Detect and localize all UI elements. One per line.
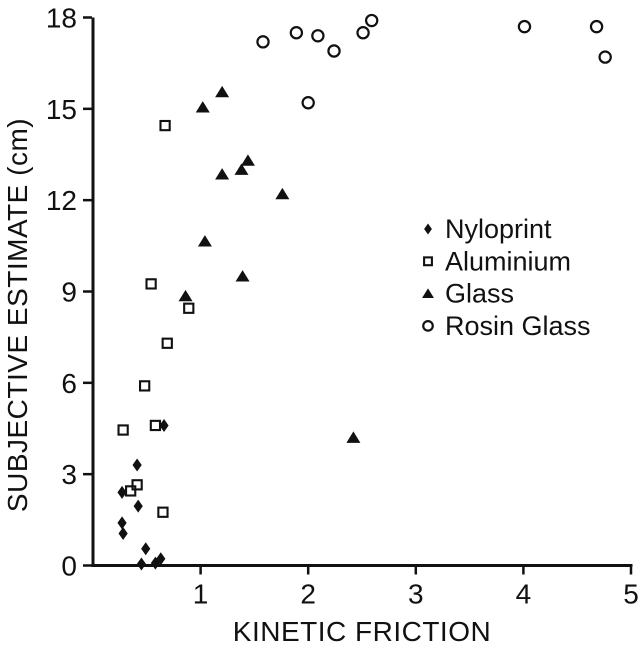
y-tick-label: 6: [61, 368, 77, 399]
data-point-nyloprint: [118, 527, 128, 541]
data-point-glass: [235, 270, 250, 282]
data-point-aluminium: [145, 278, 157, 290]
axes-frame: [91, 17, 633, 567]
data-point-nyloprint: [117, 485, 127, 499]
data-point-nyloprint: [117, 516, 127, 530]
data-point-rosin-glass: [289, 26, 304, 40]
data-point-rosin-glass: [301, 96, 315, 110]
data-point-glass: [215, 168, 230, 180]
data-point-nyloprint: [133, 499, 143, 513]
data-point-glass: [178, 289, 193, 302]
data-point-nyloprint: [141, 542, 151, 556]
legend-item-nyloprint: Nyloprint: [424, 214, 552, 244]
legend-item-rosin-glass: Rosin Glass: [422, 311, 591, 341]
data-point-glass: [215, 85, 230, 98]
data-point-aluminium: [125, 485, 137, 497]
legend-label: Glass: [445, 279, 514, 309]
legend-label: Aluminium: [445, 246, 571, 276]
data-point-aluminium: [131, 479, 143, 491]
square-icon: [423, 256, 433, 267]
y-tick-label: 0: [61, 551, 77, 582]
circle-icon: [422, 320, 434, 332]
triangle-icon: [422, 288, 434, 299]
x-tick-label: 3: [408, 579, 424, 610]
data-point-rosin-glass: [256, 35, 270, 49]
series-rosin-glass: [256, 13, 612, 110]
data-point-glass: [240, 154, 255, 166]
y-axis-title: SUBJECTIVE ESTIMATE (cm): [2, 118, 33, 512]
data-point-aluminium: [159, 119, 171, 132]
diamond-icon: [424, 223, 432, 235]
x-tick-label: 4: [516, 579, 532, 610]
x-tick-label: 5: [623, 579, 639, 610]
data-point-aluminium: [149, 419, 162, 432]
data-point-rosin-glass: [589, 19, 604, 34]
x-tick-label: 2: [300, 579, 316, 610]
data-point-rosin-glass: [517, 19, 532, 34]
data-point-nyloprint: [156, 552, 166, 566]
legend-item-glass: Glass: [422, 279, 514, 309]
series-aluminium: [117, 119, 195, 518]
data-point-aluminium: [161, 337, 173, 349]
data-point-nyloprint: [132, 458, 142, 472]
series-glass: [178, 85, 361, 443]
data-point-rosin-glass: [327, 44, 341, 58]
y-tick-label: 15: [46, 94, 77, 125]
x-tick-label: 1: [193, 579, 209, 610]
data-point-rosin-glass: [356, 26, 370, 40]
data-point-glass: [346, 431, 361, 443]
data-point-glass: [234, 163, 249, 175]
y-tick-label: 9: [61, 277, 77, 308]
legend-item-aluminium: Aluminium: [423, 246, 571, 276]
y-tick-label: 3: [61, 459, 77, 490]
legend-label: Rosin Glass: [445, 311, 591, 341]
data-point-rosin-glass: [311, 29, 325, 43]
y-tick-label: 18: [46, 3, 77, 34]
data-point-glass: [197, 235, 212, 247]
data-point-nyloprint: [159, 418, 169, 432]
y-tick-label: 12: [46, 185, 77, 216]
data-point-aluminium: [117, 424, 129, 436]
data-point-nyloprint: [136, 557, 147, 571]
data-point-aluminium: [183, 302, 195, 314]
x-axis-title: KINETIC FRICTION: [233, 616, 491, 647]
data-point-rosin-glass: [364, 13, 379, 28]
data-point-aluminium: [138, 380, 151, 392]
data-point-glass: [275, 187, 290, 200]
legend-label: Nyloprint: [445, 214, 552, 244]
series-nyloprint: [117, 418, 169, 571]
data-point-glass: [195, 101, 210, 113]
data-point-rosin-glass: [598, 50, 612, 64]
data-point-aluminium: [157, 506, 169, 518]
